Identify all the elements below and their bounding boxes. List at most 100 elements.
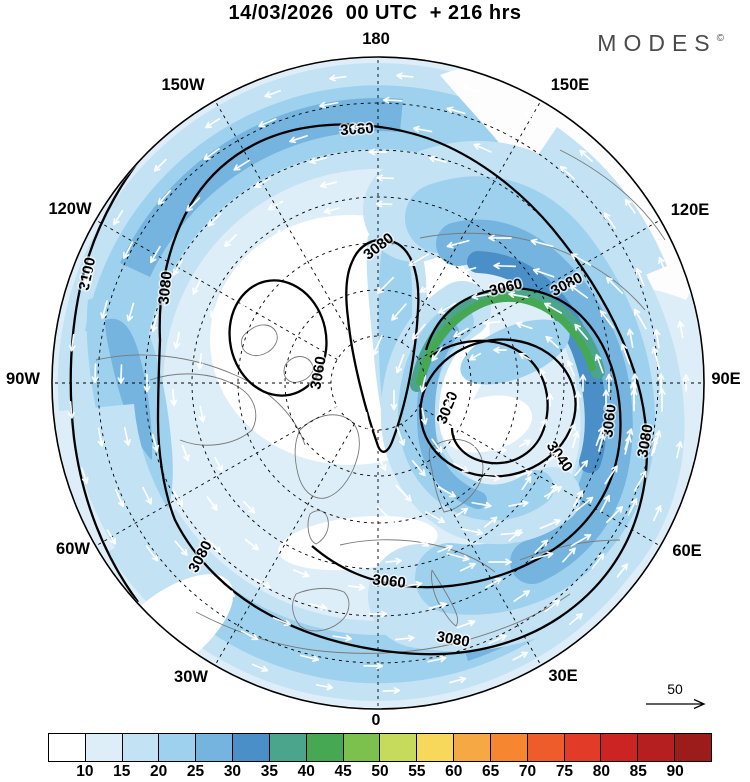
- contour-3060-canada: [228, 279, 328, 397]
- wind-arrow: [437, 486, 457, 498]
- shading-top-band-4: [120, 97, 403, 278]
- wind-arrow: [488, 234, 512, 242]
- wind-arrow: [204, 118, 221, 129]
- wind-arrow: [310, 237, 325, 246]
- contour-3100: [69, 124, 171, 603]
- wind-arrow: [676, 441, 683, 459]
- wind-arrow: [117, 364, 125, 384]
- colorbar-tick-85: 85: [629, 763, 647, 780]
- colorbar-cell: [84, 734, 122, 761]
- wind-arrow: [428, 155, 447, 163]
- wind-arrow: [123, 241, 134, 259]
- colorbar-cell: [526, 734, 564, 761]
- lat-circle: [144, 149, 612, 617]
- lon-label-30W: 30W: [174, 668, 208, 686]
- wind-arrow: [97, 427, 105, 447]
- wind-arrow: [114, 489, 125, 508]
- colorbar-cell: [453, 734, 490, 761]
- wind-arrow: [446, 239, 470, 249]
- wind-arrow: [428, 601, 447, 610]
- wind-arrow: [329, 74, 347, 82]
- map-boundary-circle: [51, 56, 705, 710]
- wind-arrow: [437, 544, 453, 553]
- wind-arrow: [157, 189, 172, 205]
- wind-arrow: [493, 446, 507, 454]
- wind-arrow: [368, 610, 388, 618]
- wind-arrow: [682, 374, 690, 392]
- colorbar-cell: [563, 734, 601, 761]
- wind-arrow: [603, 212, 616, 229]
- low-eye: [441, 395, 533, 453]
- jet-band-4: [436, 219, 633, 584]
- wind-arrow: [543, 302, 563, 314]
- meridian-line: [214, 100, 355, 343]
- wind-arrow: [627, 498, 638, 516]
- wind-arrow: [267, 200, 284, 211]
- wind-arrow: [269, 263, 281, 274]
- wind-arrow: [319, 101, 339, 109]
- wind-arrow: [100, 300, 108, 320]
- wind-arrow: [485, 577, 502, 589]
- wind-arrow: [599, 494, 610, 513]
- wind-arrow: [508, 291, 529, 299]
- wind-arrow: [605, 505, 624, 524]
- lon-label-180: 180: [362, 30, 390, 48]
- wind-arrow: [455, 507, 469, 517]
- wind-arrow: [559, 165, 575, 180]
- wind-arrow: [350, 123, 370, 131]
- lat-circle: [191, 196, 565, 570]
- wind-arrow: [275, 226, 291, 237]
- wind-arrow: [408, 528, 423, 536]
- shading-top-band-3: [85, 85, 527, 342]
- colorbar-cell: [121, 734, 159, 761]
- wind-arrow: [468, 439, 482, 448]
- wind-arrow: [652, 505, 662, 522]
- wind-arrow: [562, 547, 576, 563]
- wind-arrow: [493, 262, 517, 270]
- wind-arrow: [569, 612, 583, 625]
- wind-arrow: [427, 655, 447, 663]
- wind-arrow: [376, 505, 395, 524]
- wind-arrow: [244, 538, 259, 551]
- wind-arrow: [461, 528, 484, 536]
- wind-arrow: [605, 373, 613, 393]
- wind-arrow: [218, 584, 236, 598]
- wind-arrow: [395, 634, 415, 642]
- wind-arrow: [172, 490, 184, 507]
- colorbar-tick-75: 75: [555, 763, 574, 780]
- wind-arrow: [653, 328, 661, 349]
- wind-arrow: [570, 253, 592, 267]
- wind-arrow: [173, 331, 181, 350]
- wind-arrow: [68, 334, 76, 352]
- wind-arrow: [579, 149, 593, 163]
- colorbar-tick-30: 30: [223, 763, 242, 780]
- wind-arrow: [449, 676, 467, 684]
- meridian-line: [418, 406, 661, 547]
- colorbar-tick-15: 15: [113, 763, 131, 780]
- wind-arrow: [633, 308, 647, 330]
- meridian-line: [95, 406, 338, 547]
- wind-arrow: [319, 181, 338, 189]
- colorbar-cell: [674, 734, 711, 761]
- wind-arrow: [635, 267, 645, 287]
- contour-3080-polar-lobe: [345, 238, 420, 453]
- wind-arrow: [334, 388, 342, 412]
- wind-arrow: [512, 651, 529, 661]
- wind-arrow: [411, 323, 426, 340]
- wind-arrow: [616, 563, 629, 578]
- colorbar-cell: [232, 734, 269, 761]
- wind-arrow: [658, 256, 667, 274]
- lon-label-60W: 60W: [56, 540, 90, 558]
- meridian-line: [401, 100, 542, 343]
- lon-label-120E: 120E: [671, 201, 710, 219]
- wind-arrow: [488, 558, 512, 566]
- wind-arrow: [192, 278, 202, 295]
- wind-arrow: [338, 346, 348, 370]
- wind-arrow: [437, 302, 457, 314]
- colorbar-cell: [600, 734, 638, 761]
- wind-arrow: [395, 484, 412, 502]
- contour-label-3060: 3060: [372, 571, 407, 591]
- wind-arrow: [258, 118, 277, 128]
- wind-arrow: [375, 200, 393, 208]
